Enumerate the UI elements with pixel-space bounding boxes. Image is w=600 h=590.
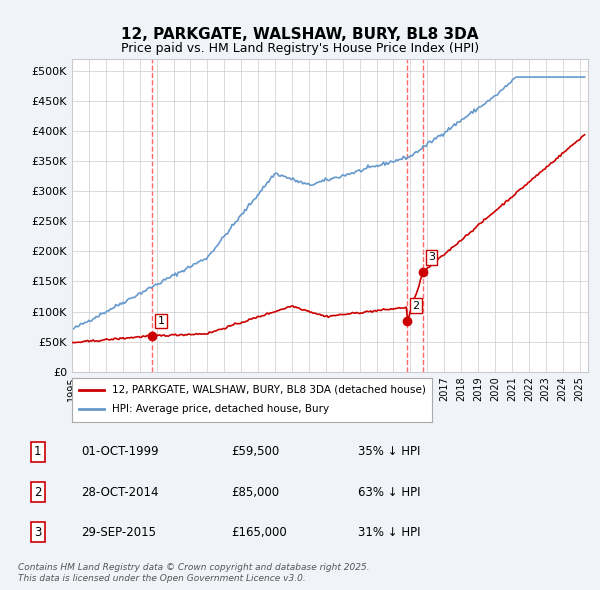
Text: 3: 3 <box>428 253 435 263</box>
Text: 12, PARKGATE, WALSHAW, BURY, BL8 3DA: 12, PARKGATE, WALSHAW, BURY, BL8 3DA <box>121 27 479 41</box>
Text: 1: 1 <box>34 445 41 458</box>
Text: Contains HM Land Registry data © Crown copyright and database right 2025.
This d: Contains HM Land Registry data © Crown c… <box>18 563 370 583</box>
Text: HPI: Average price, detached house, Bury: HPI: Average price, detached house, Bury <box>112 405 329 414</box>
Text: £165,000: £165,000 <box>231 526 287 539</box>
Text: 01-OCT-1999: 01-OCT-1999 <box>81 445 159 458</box>
Text: 31% ↓ HPI: 31% ↓ HPI <box>358 526 420 539</box>
Text: Price paid vs. HM Land Registry's House Price Index (HPI): Price paid vs. HM Land Registry's House … <box>121 42 479 55</box>
Text: 3: 3 <box>34 526 41 539</box>
Text: 12, PARKGATE, WALSHAW, BURY, BL8 3DA (detached house): 12, PARKGATE, WALSHAW, BURY, BL8 3DA (de… <box>112 385 425 395</box>
Text: 28-OCT-2014: 28-OCT-2014 <box>81 486 158 499</box>
Text: 1: 1 <box>157 316 164 326</box>
Text: 2: 2 <box>413 300 419 310</box>
Text: 29-SEP-2015: 29-SEP-2015 <box>81 526 156 539</box>
Text: 35% ↓ HPI: 35% ↓ HPI <box>358 445 420 458</box>
Text: £85,000: £85,000 <box>231 486 279 499</box>
Text: 2: 2 <box>34 486 41 499</box>
Text: £59,500: £59,500 <box>231 445 279 458</box>
Text: 63% ↓ HPI: 63% ↓ HPI <box>358 486 420 499</box>
